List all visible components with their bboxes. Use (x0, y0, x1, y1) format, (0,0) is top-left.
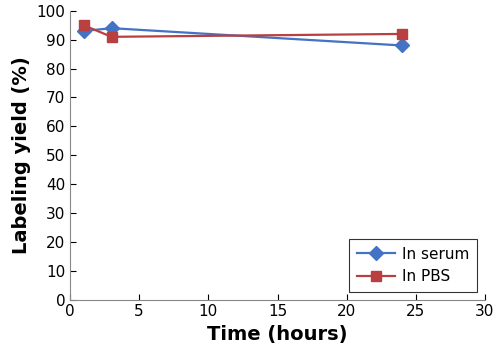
X-axis label: Time (hours): Time (hours) (208, 325, 348, 344)
In PBS (81, 23, 87, 27)
Line: In PBS: In PBS (79, 21, 407, 42)
In serum (399, 43, 405, 48)
Line: In serum: In serum (79, 23, 407, 50)
Y-axis label: Labeling yield (%): Labeling yield (%) (12, 56, 30, 254)
Legend: In serum, In PBS: In serum, In PBS (349, 239, 478, 292)
In PBS (108, 35, 114, 39)
In serum (81, 29, 87, 33)
In serum (108, 26, 114, 30)
In PBS (399, 32, 405, 36)
